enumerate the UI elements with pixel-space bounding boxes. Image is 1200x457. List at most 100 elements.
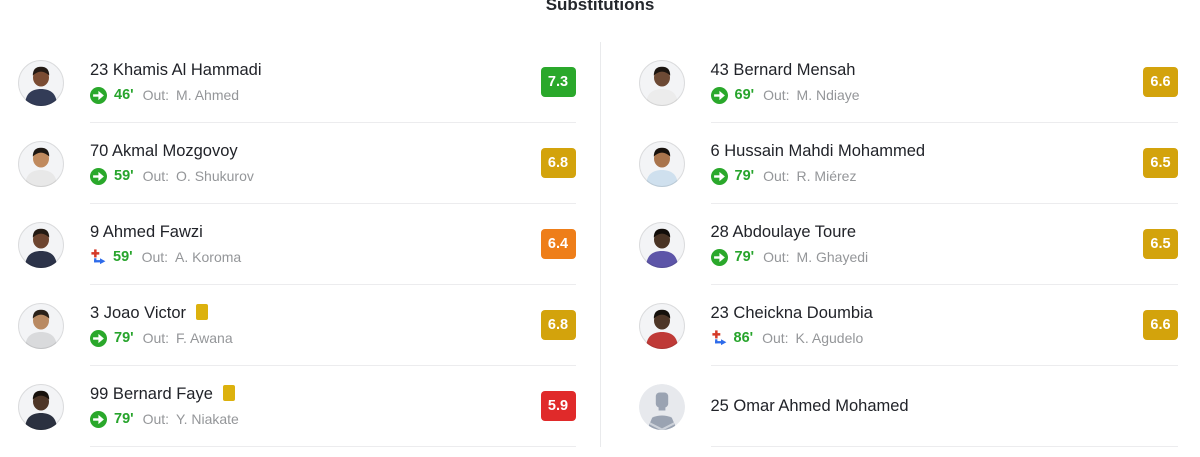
out-label: Out: <box>763 248 790 265</box>
out-label: Out: <box>142 329 170 346</box>
row-content: 28 Abdoulaye Toure 79' Out: M. Ghayedi 6… <box>710 204 1178 285</box>
player-avatar <box>638 383 685 430</box>
sub-in-icon <box>710 248 728 266</box>
player-name: 6 Hussain Mahdi Mohammed <box>710 141 926 160</box>
row-content: 23 Khamis Al Hammadi 46' Out: M. Ahmed 7… <box>90 42 576 123</box>
out-player-name: Y. Niakate <box>176 410 239 427</box>
player-info: 28 Abdoulaye Toure 79' Out: M. Ghayedi <box>710 222 869 266</box>
player-avatar <box>18 383 64 430</box>
out-player-name: M. Ndiaye <box>796 86 860 103</box>
player-name: 9 Ahmed Fawzi <box>90 222 203 241</box>
out-player-name: R. Miérez <box>796 167 857 184</box>
column-divider <box>599 42 601 447</box>
substitutions-column-left: 23 Khamis Al Hammadi 46' Out: M. Ahmed 7… <box>0 42 600 447</box>
sub-in-icon <box>90 329 107 347</box>
sub-in-icon <box>90 167 107 185</box>
player-info: 99 Bernard Faye 79' Out: Y. Niakate <box>90 384 239 428</box>
rating-badge[interactable]: 6.6 <box>1143 67 1178 97</box>
substitution-row[interactable]: 6 Hussain Mahdi Mohammed 79' Out: R. Mié… <box>601 123 1200 204</box>
rating-badge[interactable]: 6.4 <box>540 229 576 259</box>
rating-badge[interactable]: 6.5 <box>1143 148 1178 178</box>
sub-minute: 59' <box>114 167 134 184</box>
substitution-row[interactable]: 70 Akmal Mozgovoy 59' Out: O. Shukurov 6… <box>0 123 600 204</box>
substitution-detail: 79' Out: M. Ghayedi <box>710 248 869 266</box>
player-avatar <box>18 140 64 187</box>
rating-badge[interactable]: 5.9 <box>540 391 576 421</box>
out-player-name: M. Ahmed <box>176 86 240 103</box>
substitution-row[interactable]: 9 Ahmed Fawzi 59' Out: A. Koroma <box>0 204 600 285</box>
substitutions-column-right: 43 Bernard Mensah 69' Out: M. Ndiaye 6.6 <box>601 42 1200 447</box>
substitution-detail: 79' Out: Y. Niakate <box>90 410 239 428</box>
sub-minute: 46' <box>114 86 134 103</box>
rating-badge[interactable]: 6.6 <box>1143 310 1178 340</box>
out-label: Out: <box>142 410 170 427</box>
rating-badge[interactable]: 6.8 <box>540 148 576 178</box>
substitution-detail: 46' Out: M. Ahmed <box>90 86 262 104</box>
sub-minute: 79' <box>114 410 134 427</box>
player-info: 3 Joao Victor 79' Out: F. Awana <box>90 303 233 347</box>
sub-minute: 79' <box>734 248 755 265</box>
out-label: Out: <box>763 167 790 184</box>
substitution-row[interactable]: 43 Bernard Mensah 69' Out: M. Ndiaye 6.6 <box>601 42 1200 123</box>
out-label: Out: <box>142 167 170 184</box>
player-info: 6 Hussain Mahdi Mohammed 79' Out: R. Mié… <box>710 141 926 185</box>
substitution-row[interactable]: 25 Omar Ahmed Mohamed <box>601 366 1200 447</box>
rating-badge[interactable]: 6.8 <box>540 310 576 340</box>
injury-sub-icon <box>91 249 106 265</box>
injury-sub-icon <box>711 330 726 346</box>
sub-in-icon <box>710 86 728 104</box>
sub-minute: 69' <box>734 86 755 103</box>
substitution-row[interactable]: 99 Bernard Faye 79' Out: Y. Niakate 5.9 <box>0 366 600 447</box>
out-player-name: M. Ghayedi <box>796 248 869 265</box>
player-name: 3 Joao Victor <box>90 303 187 322</box>
out-label: Out: <box>141 248 169 265</box>
substitutions-panel: 23 Khamis Al Hammadi 46' Out: M. Ahmed 7… <box>0 42 1200 447</box>
rating-badge[interactable]: 6.5 <box>1143 229 1178 259</box>
row-content: 23 Cheickna Doumbia 86' Out: K. Agudelo <box>710 285 1178 366</box>
out-label: Out: <box>762 329 789 346</box>
player-name: 23 Cheickna Doumbia <box>710 303 873 322</box>
player-name: 25 Omar Ahmed Mohamed <box>710 396 909 415</box>
substitution-row[interactable]: 28 Abdoulaye Toure 79' Out: M. Ghayedi 6… <box>601 204 1200 285</box>
substitution-row[interactable]: 23 Cheickna Doumbia 86' Out: K. Agudelo <box>601 285 1200 366</box>
row-content: 3 Joao Victor 79' Out: F. Awana 6.8 <box>90 285 576 366</box>
player-info: 25 Omar Ahmed Mohamed <box>711 397 909 416</box>
sub-minute: 79' <box>114 329 134 346</box>
player-avatar <box>638 140 685 187</box>
out-player-name: A. Koroma <box>175 248 242 265</box>
player-info: 9 Ahmed Fawzi 59' Out: A. Koroma <box>90 223 241 266</box>
substitution-detail: 79' Out: F. Awana <box>90 329 233 347</box>
sub-in-icon <box>90 86 107 104</box>
player-name: 43 Bernard Mensah <box>710 60 856 79</box>
row-content: 9 Ahmed Fawzi 59' Out: A. Koroma <box>90 204 576 285</box>
player-info: 43 Bernard Mensah 69' Out: M. Ndiaye <box>710 60 860 104</box>
player-avatar <box>18 221 64 268</box>
rating-badge[interactable]: 7.3 <box>540 67 576 97</box>
player-info: 23 Khamis Al Hammadi 46' Out: M. Ahmed <box>90 61 262 104</box>
row-content: 6 Hussain Mahdi Mohammed 79' Out: R. Mié… <box>710 123 1178 204</box>
substitution-row[interactable]: 23 Khamis Al Hammadi 46' Out: M. Ahmed 7… <box>0 42 600 123</box>
row-content: 99 Bernard Faye 79' Out: Y. Niakate 5.9 <box>90 366 576 447</box>
sub-in-icon <box>90 410 107 428</box>
player-avatar <box>638 302 685 349</box>
player-name: 70 Akmal Mozgovoy <box>90 141 238 160</box>
player-avatar <box>638 59 685 106</box>
out-label: Out: <box>763 86 790 103</box>
row-content: 43 Bernard Mensah 69' Out: M. Ndiaye 6.6 <box>710 42 1178 123</box>
player-name: 28 Abdoulaye Toure <box>710 222 857 241</box>
sub-minute: 79' <box>734 167 755 184</box>
row-content: 25 Omar Ahmed Mohamed <box>710 366 1178 447</box>
substitution-detail: 86' Out: K. Agudelo <box>711 330 873 347</box>
substitution-detail: 79' Out: R. Miérez <box>710 167 926 185</box>
out-player-name: F. Awana <box>176 329 233 346</box>
sub-minute: 86' <box>733 329 754 346</box>
player-avatar <box>638 221 685 268</box>
out-player-name: K. Agudelo <box>795 329 864 346</box>
player-info: 23 Cheickna Doumbia 86' Out: K. Agudelo <box>711 304 873 347</box>
substitution-detail: 69' Out: M. Ndiaye <box>710 86 860 104</box>
player-avatar <box>18 302 64 349</box>
out-player-name: O. Shukurov <box>176 167 254 184</box>
substitution-row[interactable]: 3 Joao Victor 79' Out: F. Awana 6.8 <box>0 285 600 366</box>
section-title: Substitutions <box>545 0 655 14</box>
player-avatar <box>18 59 64 106</box>
